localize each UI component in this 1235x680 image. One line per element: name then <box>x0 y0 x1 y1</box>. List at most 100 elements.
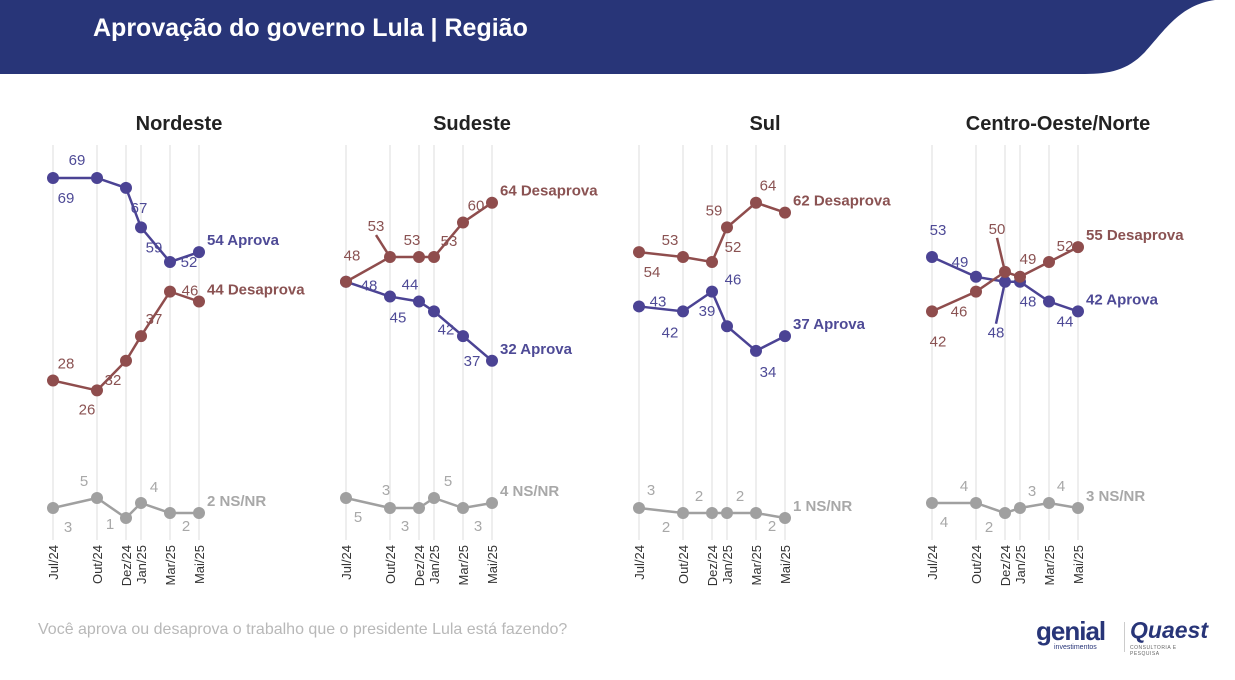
desaprova-point <box>413 251 425 264</box>
aprova-end-label: 54 Aprova <box>207 232 280 249</box>
desaprova-data-label: 50 <box>989 221 1006 238</box>
nsnr-data-label: 3 <box>1028 483 1036 500</box>
aprova-data-label: 43 <box>650 293 667 310</box>
aprova-data-label: 39 <box>699 303 716 320</box>
nsnr-point <box>340 492 352 504</box>
desaprova-point <box>1043 255 1055 268</box>
x-tick-label: Out/24 <box>90 545 105 584</box>
aprova-point <box>384 290 396 303</box>
nsnr-data-label: 4 <box>1057 478 1065 495</box>
x-tick-label: Jul/24 <box>632 545 647 580</box>
x-tick-label: Dez/24 <box>705 545 720 586</box>
desaprova-end-label: 44 Desaprova <box>207 282 305 299</box>
x-tick-label: Mar/25 <box>749 545 764 585</box>
desaprova-point <box>340 275 352 288</box>
panel-title: Sudeste <box>433 113 511 135</box>
aprova-data-label: 59 <box>146 239 163 256</box>
genial-logo-sub: investimentos <box>1054 644 1097 651</box>
desaprova-data-label: 37 <box>146 311 163 328</box>
nsnr-data-label: 2 <box>736 488 744 505</box>
aprova-data-label: 44 <box>402 277 419 294</box>
aprova-leader-line <box>994 281 1007 325</box>
aprova-data-label: 48 <box>361 278 378 295</box>
nsnr-point <box>457 502 469 514</box>
desaprova-point <box>750 196 762 209</box>
aprova-point <box>750 344 762 357</box>
nsnr-point <box>135 497 147 509</box>
desaprova-point <box>91 384 103 397</box>
aprova-data-label: 69 <box>69 152 86 169</box>
desaprova-data-label: 54 <box>644 264 661 281</box>
desaprova-point <box>721 221 733 234</box>
x-tick-label: Dez/24 <box>998 545 1013 586</box>
nsnr-end-label: 3 NS/NR <box>1086 488 1145 505</box>
nsnr-point <box>926 497 938 509</box>
desaprova-data-label: 59 <box>706 202 723 219</box>
desaprova-data-label: 53 <box>441 233 458 250</box>
nsnr-data-label: 5 <box>354 509 362 526</box>
nsnr-data-label: 2 <box>182 518 190 535</box>
x-tick-label: Mai/25 <box>192 545 207 584</box>
aprova-point <box>457 330 469 343</box>
x-tick-label: Jan/25 <box>134 545 149 584</box>
desaprova-data-label: 42 <box>930 333 947 350</box>
aprova-data-label: 42 <box>438 321 455 338</box>
aprova-point <box>428 305 440 318</box>
desaprova-data-label: 32 <box>105 372 122 389</box>
nsnr-point <box>91 492 103 504</box>
header-banner <box>0 0 1215 74</box>
desaprova-data-label: 28 <box>58 356 75 373</box>
nsnr-data-label: 4 <box>940 514 948 531</box>
nsnr-point <box>193 507 205 519</box>
desaprova-point <box>164 285 176 298</box>
quaest-logo-sub: CONSULTORIA E PESQUISA <box>1130 645 1177 657</box>
aprova-data-label: 42 <box>662 324 679 341</box>
x-tick-label: Jul/24 <box>339 545 354 580</box>
nsnr-point <box>721 507 733 519</box>
nsnr-data-label: 4 <box>150 479 158 496</box>
x-tick-label: Jul/24 <box>925 545 940 580</box>
panel-title: Sul <box>749 113 780 135</box>
desaprova-data-label: 52 <box>725 239 742 256</box>
desaprova-data-label: 60 <box>468 197 485 214</box>
nsnr-point <box>633 502 645 514</box>
desaprova-point <box>135 330 147 343</box>
aprova-data-label: 48 <box>988 325 1005 342</box>
desaprova-point <box>1072 241 1084 254</box>
nsnr-data-label: 4 <box>960 478 968 495</box>
aprova-point <box>91 172 103 184</box>
desaprova-point <box>486 196 498 209</box>
aprova-data-label: 67 <box>131 200 148 217</box>
x-tick-label: Jan/25 <box>720 545 735 584</box>
desaprova-data-label: 53 <box>368 218 385 235</box>
nsnr-point <box>706 507 718 519</box>
aprova-point <box>413 295 425 308</box>
nsnr-point <box>1072 502 1084 514</box>
desaprova-data-label: 48 <box>344 248 361 265</box>
aprova-data-label: 49 <box>952 254 969 271</box>
nsnr-point <box>384 502 396 514</box>
aprova-point <box>135 221 147 234</box>
desaprova-data-label: 64 <box>760 178 777 195</box>
quaest-logo: Quaest <box>1130 617 1208 643</box>
x-tick-label: Out/24 <box>676 545 691 584</box>
x-tick-label: Dez/24 <box>412 545 427 586</box>
aprova-point <box>721 320 733 333</box>
desaprova-point <box>633 246 645 259</box>
nsnr-point <box>120 512 132 524</box>
desaprova-data-label: 46 <box>182 283 199 300</box>
nsnr-data-label: 5 <box>444 473 452 490</box>
aprova-point <box>486 354 498 367</box>
nsnr-point <box>750 507 762 519</box>
desaprova-point <box>428 251 440 264</box>
aprova-point <box>779 330 791 343</box>
panel-title: Centro-Oeste/Norte <box>966 113 1150 135</box>
x-tick-label: Jan/25 <box>427 545 442 584</box>
x-tick-label: Jul/24 <box>46 545 61 580</box>
desaprova-point <box>677 251 689 264</box>
nsnr-end-label: 4 NS/NR <box>500 483 559 500</box>
desaprova-leader-line <box>374 234 392 258</box>
nsnr-data-label: 2 <box>695 488 703 505</box>
nsnr-end-label: 2 NS/NR <box>207 493 266 510</box>
